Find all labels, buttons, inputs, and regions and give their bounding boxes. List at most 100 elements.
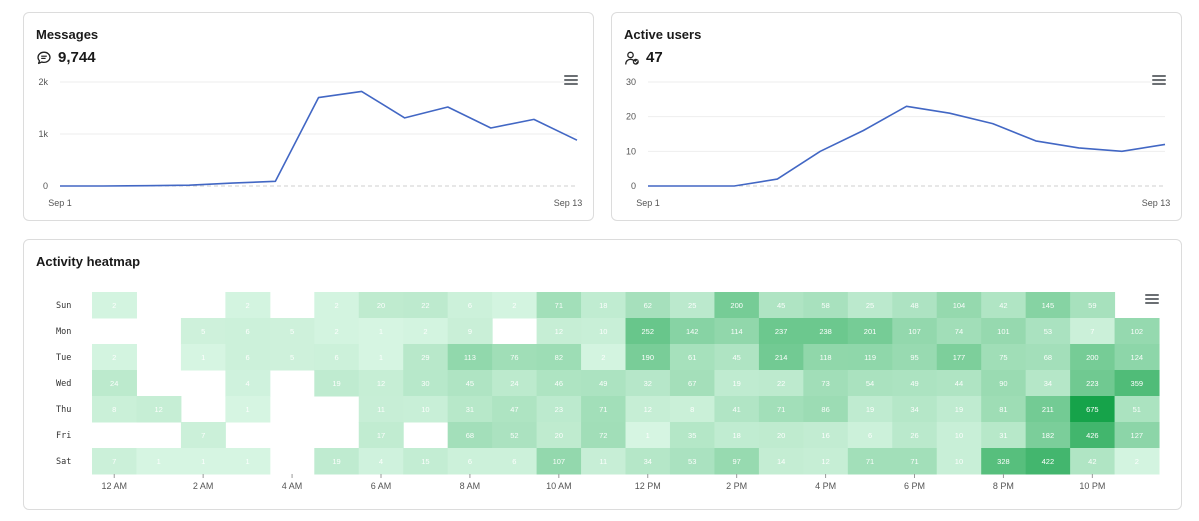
heatmap-cell[interactable]: 81 xyxy=(981,396,1027,423)
messages-chart-menu-icon[interactable] xyxy=(564,75,578,87)
heatmap-cell[interactable]: 16 xyxy=(803,422,849,449)
heatmap-cell[interactable]: 5 xyxy=(269,318,315,345)
heatmap-cell[interactable]: 11 xyxy=(358,396,404,423)
heatmap-cell[interactable]: 75 xyxy=(981,344,1027,371)
heatmap-cell[interactable]: 54 xyxy=(847,370,893,397)
heatmap-cell[interactable]: 2 xyxy=(1114,448,1160,475)
heatmap-cell[interactable]: 62 xyxy=(625,292,671,319)
heatmap-cell[interactable]: 182 xyxy=(1025,422,1071,449)
heatmap-cell[interactable]: 26 xyxy=(892,422,938,449)
heatmap-cell[interactable]: 53 xyxy=(1025,318,1071,345)
heatmap-cell[interactable]: 68 xyxy=(447,422,493,449)
heatmap-cell[interactable]: 145 xyxy=(1025,292,1071,319)
heatmap-cell[interactable]: 59 xyxy=(1070,292,1116,319)
heatmap-cell[interactable]: 49 xyxy=(892,370,938,397)
heatmap-cell[interactable]: 68 xyxy=(1025,344,1071,371)
heatmap-cell[interactable]: 104 xyxy=(936,292,982,319)
heatmap-cell[interactable]: 10 xyxy=(936,448,982,475)
heatmap-cell[interactable]: 223 xyxy=(1070,370,1116,397)
heatmap-cell[interactable]: 44 xyxy=(936,370,982,397)
heatmap-cell[interactable]: 25 xyxy=(847,292,893,319)
heatmap-cell[interactable]: 4 xyxy=(225,370,271,397)
heatmap-cell[interactable]: 102 xyxy=(1114,318,1160,345)
heatmap-cell[interactable]: 238 xyxy=(803,318,849,345)
heatmap-cell[interactable]: 1 xyxy=(180,344,226,371)
heatmap-cell[interactable]: 71 xyxy=(892,448,938,475)
heatmap-cell[interactable]: 8 xyxy=(669,396,715,423)
heatmap-cell[interactable]: 12 xyxy=(358,370,404,397)
heatmap-cell[interactable]: 72 xyxy=(581,422,627,449)
heatmap-cell[interactable]: 2 xyxy=(314,292,360,319)
heatmap-cell[interactable]: 119 xyxy=(847,344,893,371)
heatmap-cell[interactable]: 19 xyxy=(314,448,360,475)
heatmap-cell[interactable]: 34 xyxy=(892,396,938,423)
heatmap-cell[interactable]: 201 xyxy=(847,318,893,345)
heatmap-cell[interactable]: 71 xyxy=(536,292,582,319)
heatmap-cell[interactable]: 6 xyxy=(447,448,493,475)
heatmap-cell[interactable]: 214 xyxy=(758,344,804,371)
heatmap-cell[interactable]: 6 xyxy=(492,448,538,475)
heatmap-cell[interactable]: 426 xyxy=(1070,422,1116,449)
heatmap-cell[interactable]: 30 xyxy=(403,370,449,397)
heatmap-cell[interactable]: 34 xyxy=(1025,370,1071,397)
heatmap-cell[interactable]: 97 xyxy=(714,448,760,475)
heatmap-cell[interactable]: 71 xyxy=(847,448,893,475)
heatmap-cell[interactable]: 9 xyxy=(447,318,493,345)
heatmap-cell[interactable]: 124 xyxy=(1114,344,1160,371)
heatmap-cell[interactable]: 252 xyxy=(625,318,671,345)
heatmap-cell[interactable]: 14 xyxy=(758,448,804,475)
heatmap-cell[interactable]: 8 xyxy=(92,396,137,423)
heatmap-cell[interactable]: 6 xyxy=(314,344,360,371)
heatmap-cell[interactable]: 10 xyxy=(936,422,982,449)
heatmap-cell[interactable]: 31 xyxy=(447,396,493,423)
heatmap-cell[interactable]: 48 xyxy=(892,292,938,319)
heatmap-cell[interactable]: 23 xyxy=(536,396,582,423)
heatmap-cell[interactable]: 7 xyxy=(92,448,137,475)
heatmap-cell[interactable]: 2 xyxy=(314,318,360,345)
heatmap-cell[interactable]: 51 xyxy=(1114,396,1160,423)
heatmap-cell[interactable]: 82 xyxy=(536,344,582,371)
heatmap-cell[interactable]: 200 xyxy=(1070,344,1116,371)
heatmap-cell[interactable]: 1 xyxy=(358,318,404,345)
heatmap-cell[interactable]: 34 xyxy=(625,448,671,475)
heatmap-cell[interactable]: 2 xyxy=(225,292,271,319)
heatmap-cell[interactable]: 18 xyxy=(581,292,627,319)
heatmap-cell[interactable]: 49 xyxy=(581,370,627,397)
heatmap-cell[interactable]: 22 xyxy=(758,370,804,397)
heatmap-cell[interactable]: 12 xyxy=(536,318,582,345)
heatmap-cell[interactable]: 101 xyxy=(981,318,1027,345)
heatmap-cell[interactable]: 76 xyxy=(492,344,538,371)
heatmap-cell[interactable]: 190 xyxy=(625,344,671,371)
heatmap-cell[interactable]: 19 xyxy=(847,396,893,423)
heatmap-cell[interactable]: 24 xyxy=(92,370,137,397)
heatmap-cell[interactable]: 328 xyxy=(981,448,1027,475)
heatmap-cell[interactable]: 6 xyxy=(447,292,493,319)
heatmap-cell[interactable]: 45 xyxy=(447,370,493,397)
heatmap-cell[interactable]: 237 xyxy=(758,318,804,345)
heatmap-cell[interactable]: 1 xyxy=(358,344,404,371)
heatmap-cell[interactable]: 86 xyxy=(803,396,849,423)
heatmap-cell[interactable]: 41 xyxy=(714,396,760,423)
heatmap-cell[interactable]: 45 xyxy=(714,344,760,371)
heatmap-cell[interactable]: 73 xyxy=(803,370,849,397)
heatmap-cell[interactable]: 107 xyxy=(536,448,582,475)
active-users-chart-menu-icon[interactable] xyxy=(1152,75,1166,87)
heatmap-cell[interactable]: 19 xyxy=(714,370,760,397)
heatmap-cell[interactable]: 7 xyxy=(180,422,226,449)
heatmap-cell[interactable]: 118 xyxy=(803,344,849,371)
heatmap-cell[interactable]: 20 xyxy=(758,422,804,449)
heatmap-cell[interactable]: 95 xyxy=(892,344,938,371)
heatmap-cell[interactable]: 5 xyxy=(269,344,315,371)
heatmap-cell[interactable]: 114 xyxy=(714,318,760,345)
heatmap-cell[interactable]: 19 xyxy=(314,370,360,397)
heatmap-cell[interactable]: 12 xyxy=(136,396,182,423)
heatmap-cell[interactable]: 1 xyxy=(180,448,226,475)
heatmap-cell[interactable]: 19 xyxy=(936,396,982,423)
heatmap-cell[interactable]: 1 xyxy=(225,448,271,475)
heatmap-cell[interactable]: 58 xyxy=(803,292,849,319)
heatmap-cell[interactable]: 32 xyxy=(625,370,671,397)
heatmap-cell[interactable]: 42 xyxy=(1070,448,1116,475)
heatmap-cell[interactable]: 47 xyxy=(492,396,538,423)
heatmap-cell[interactable]: 107 xyxy=(892,318,938,345)
heatmap-cell[interactable]: 422 xyxy=(1025,448,1071,475)
